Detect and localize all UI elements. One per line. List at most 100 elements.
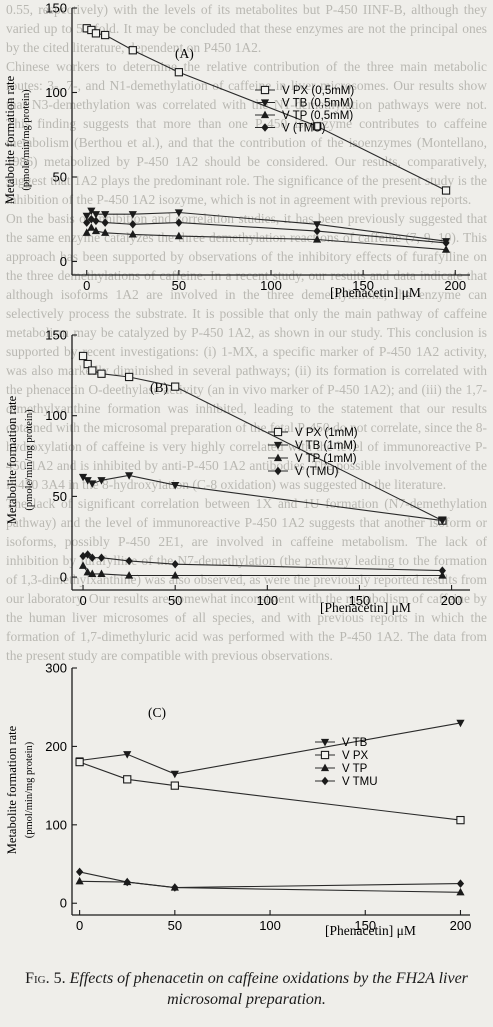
data-point-triangle-up-marker [171,571,180,579]
figure-label: Fig. 5. [25,970,66,987]
data-point-triangle-up-marker [83,567,92,576]
data-point-diamond-marker [171,883,179,892]
data-point-triangle-down-marker [88,480,97,488]
data-point-diamond-marker [171,559,179,569]
y-tick-label: 300 [45,661,67,676]
background-paragraph: 0.55, respectively) with the levels of i… [6,2,487,55]
y-tick-label: 100 [45,408,67,423]
data-point-triangle-down-marker [456,719,465,728]
data-point-diamond-marker [83,218,91,227]
y-tick-label: 150 [45,328,67,343]
data-point-triangle-down-marker [170,770,179,779]
data-point-square-marker [171,382,180,391]
series-line [82,553,443,572]
data-point-triangle-up-marker [87,223,96,231]
data-point-square-marker [91,29,101,38]
data-point-triangle-down-marker [87,207,96,216]
data-point-diamond-marker [129,220,137,229]
data-point-diamond-marker [92,216,100,226]
series-line [86,210,447,242]
data-point-triangle-down-marker [320,738,330,747]
data-point-triangle-up-marker [441,245,451,253]
legend-entry-label: V TP (1mM) [295,453,357,465]
y-axis-units-label: (pmole/min/mg protein) [24,409,35,511]
x-axis-label: [Phenacetin] μM [330,285,421,300]
chart-panel: 0 50 100 150 0 50 100 150 200 Metabolite formatio… [3,1,470,300]
x-tick-label: 50 [172,278,186,293]
data-point-triangle-down-marker [97,477,106,485]
series-line [82,565,443,577]
x-tick-label: 100 [256,593,278,608]
data-point-diamond-marker [84,550,92,559]
data-point-square-marker [101,30,110,40]
y-axis-label: Metabolite formation rate [3,75,17,204]
series-line [79,871,461,889]
data-point-diamond-marker [123,877,131,887]
y-axis-label: Metabolite formation rate [5,395,19,524]
background-paragraph: On the basis of inhibition and correlati… [6,211,487,492]
data-point-triangle-down-marker [273,441,283,450]
data-point-diamond-marker [125,556,133,566]
data-point-triangle-down-marker [78,473,88,482]
y-axis-units-label: (pmol/min/mg protein) [24,741,35,838]
x-tick-label: 150 [352,278,374,293]
x-tick-label: 200 [444,278,466,293]
data-point-triangle-up-marker [456,887,465,896]
chart-legend: V TBV PXV TPV TMU [315,737,378,788]
series-line [82,355,443,522]
data-point-diamond-marker [261,123,269,132]
data-point-triangle-down-marker [128,211,137,219]
x-axis-label: [Phenacetin] μM [325,923,416,938]
chart-legend: V PX (0,5mM)V TB (0,5mM)V TP (0,5mM)V (T… [255,85,354,135]
data-point-triangle-up-marker [174,231,183,240]
legend-entry-label: V (TMU) [295,466,339,478]
data-point-triangle-down-marker [312,221,322,229]
data-point-diamond-marker [456,879,465,888]
data-point-triangle-down-marker [83,477,92,485]
data-point-square-marker [128,46,137,55]
x-tick-label: 200 [441,593,463,608]
data-point-diamond-marker [321,776,329,786]
data-point-diamond-marker [438,566,446,575]
data-point-square-marker [123,775,132,784]
data-point-triangle-down-marker [123,751,132,759]
data-point-triangle-up-marker [312,235,322,243]
x-tick-label: 50 [168,593,182,608]
figure-caption: Fig. 5. Effects of phenacetin on caffein… [0,968,493,1010]
x-axis-label: [Phenacetin] μM [320,600,411,615]
background-paragraph: Chinese workers to determine the relativ… [6,59,487,207]
data-point-square-marker [124,372,134,382]
data-point-triangle-up-marker [88,569,97,577]
legend-entry-label: V PX [342,750,369,762]
legend-entry-label: V PX (1mM) [295,427,358,439]
data-point-triangle-up-marker [97,569,106,577]
series-line [79,761,461,821]
series-line [86,218,447,244]
x-tick-label: 200 [450,918,472,933]
x-tick-label: 0 [83,278,90,293]
data-point-diamond-marker [101,218,109,227]
series-line [82,474,443,522]
data-point-square-marker [273,427,283,437]
data-point-triangle-up-marker [260,110,270,119]
data-point-triangle-up-marker [128,230,137,238]
data-point-triangle-up-marker [75,876,84,885]
legend-entry-label: V PX (0,5mM) [282,85,354,97]
data-point-square-marker [97,369,106,378]
data-point-diamond-marker [175,218,183,227]
y-tick-label: 0 [60,896,67,911]
data-point-diamond-marker [274,466,282,476]
x-tick-label: 0 [79,593,86,608]
data-point-diamond-marker [76,867,84,877]
data-point-diamond-marker [79,551,87,561]
data-point-square-marker [170,781,179,790]
series-line [79,722,461,775]
legend-entry-label: V TMU [342,776,378,788]
data-point-square-marker [260,85,270,95]
data-point-triangle-down-marker [171,481,180,490]
data-point-triangle-up-marker [78,561,88,569]
data-point-triangle-up-marker [273,453,283,462]
y-tick-label: 200 [45,739,67,754]
data-point-square-marker [174,68,184,77]
